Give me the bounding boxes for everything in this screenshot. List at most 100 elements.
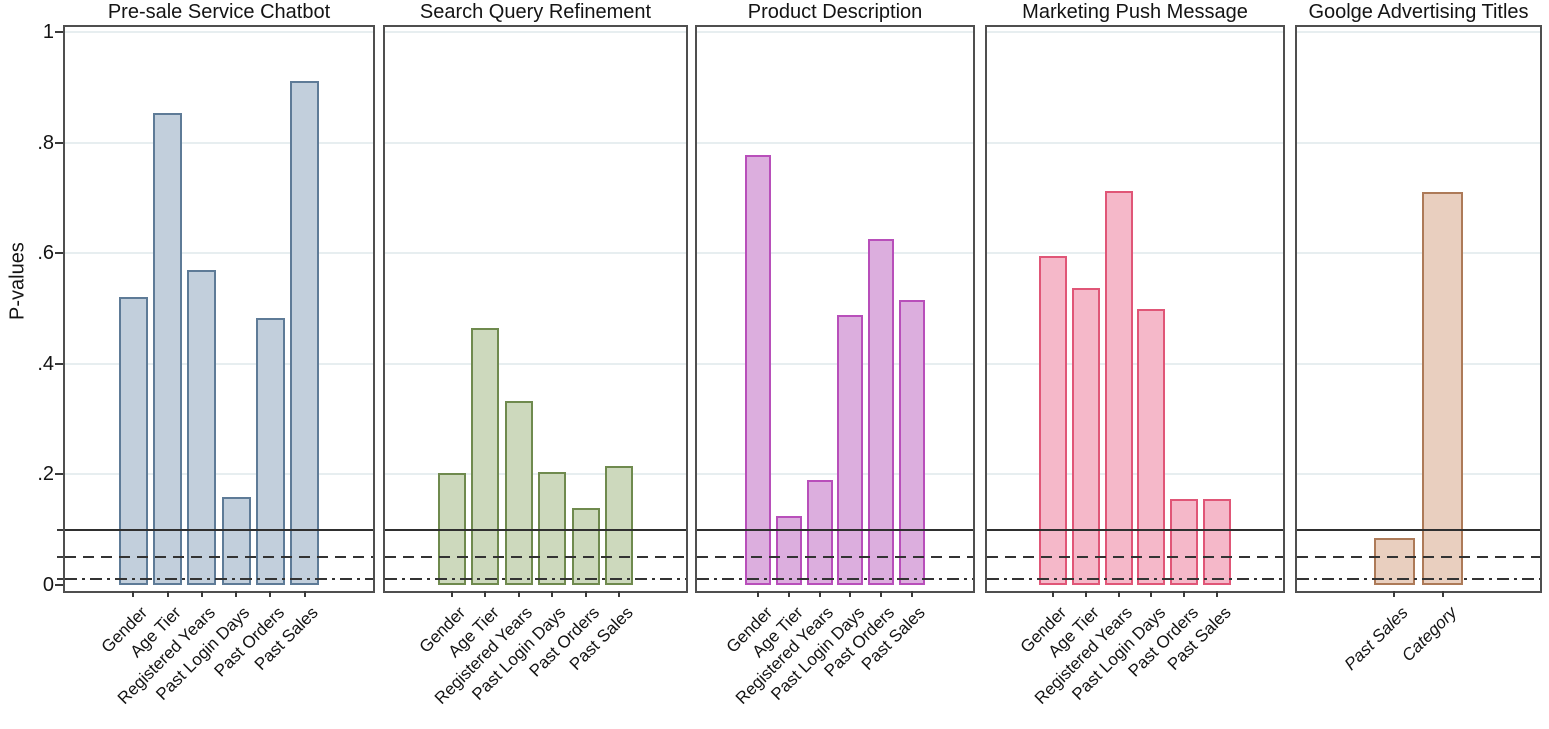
reference-line-0.01 (987, 578, 1283, 581)
x-tick (1441, 591, 1444, 597)
gridline (1297, 473, 1540, 476)
gridline (1297, 362, 1540, 365)
x-tick-label: Past Sales (1340, 603, 1412, 674)
plot-area (987, 31, 1283, 585)
x-tick (484, 591, 487, 597)
bar-category (1422, 192, 1464, 585)
panel-title: Pre-sale Service Chatbot (107, 1, 331, 23)
plot-frame (383, 25, 688, 593)
y-minor-tick (57, 556, 63, 559)
y-tick (55, 362, 63, 365)
x-tick (517, 591, 520, 597)
x-tick (849, 591, 852, 597)
bar-age-tier (471, 327, 500, 585)
gridline (65, 252, 373, 255)
gridline (987, 141, 1283, 144)
x-tick (788, 591, 790, 597)
plot-frame (985, 25, 1285, 593)
panel-title: Product Description (747, 1, 923, 23)
panel-title: Marketing Push Message (1022, 1, 1248, 23)
gridline (385, 473, 686, 476)
reference-line-0.05 (987, 556, 1283, 559)
y-axis-title: P-values (6, 242, 29, 320)
plot-area (65, 31, 373, 585)
x-tick (1117, 591, 1120, 597)
plot-frame (63, 25, 375, 593)
x-tick (200, 591, 203, 597)
reference-line-0.05 (697, 556, 973, 559)
gridline (65, 362, 373, 365)
chart-panel: Product Description Gender Age Tier Registe… (695, 0, 975, 729)
bar-past-orders (1170, 499, 1199, 585)
bar-age-tier (776, 515, 802, 585)
reference-line-0.05 (385, 556, 686, 559)
y-minor-tick (57, 578, 63, 581)
x-tick (1183, 591, 1186, 597)
bar-age-tier (153, 113, 183, 585)
plot-frame (695, 25, 975, 593)
x-tick (584, 591, 587, 597)
reference-line-0.01 (385, 578, 686, 581)
x-tick (618, 591, 621, 597)
gridline (385, 141, 686, 144)
chart-panel: Goolge Advertising Titles Past Sales Categ… (1295, 0, 1542, 729)
bar-past-login-days (1137, 308, 1166, 585)
gridline (987, 31, 1283, 33)
x-tick (269, 591, 272, 597)
x-tick (1051, 591, 1054, 597)
gridline (697, 252, 973, 255)
y-tick-label: .6 (37, 242, 54, 265)
x-tick (450, 591, 453, 597)
plot-frame (1295, 25, 1542, 593)
bar-past-orders (868, 239, 894, 585)
gridline (65, 141, 373, 144)
bar-gender (1038, 255, 1067, 585)
bar-past-login-days (221, 496, 251, 585)
panel-title: Goolge Advertising Titles (1308, 1, 1529, 23)
gridline (1297, 141, 1540, 144)
x-tick (235, 591, 238, 597)
y-tick (55, 252, 63, 255)
bar-past-orders (255, 317, 285, 585)
bar-registered-years (187, 269, 217, 585)
gridline (385, 31, 686, 33)
gridline (697, 141, 973, 144)
y-tick-label: .8 (37, 131, 54, 154)
x-tick (818, 591, 821, 597)
plot-area (385, 31, 686, 585)
gridline (1297, 31, 1540, 33)
gridline (65, 473, 373, 476)
x-tick (757, 591, 760, 597)
gridline (385, 362, 686, 365)
x-tick (166, 591, 169, 597)
x-tick (880, 591, 882, 597)
gridline (1297, 252, 1540, 255)
gridline (987, 473, 1283, 476)
reference-line-0.1 (697, 528, 973, 531)
bar-past-sales (1373, 538, 1415, 585)
y-minor-tick (57, 528, 63, 531)
chart-panel: Search Query Refinement Gender Age Tier Reg… (383, 0, 688, 729)
x-tick (1393, 591, 1396, 597)
bar-past-login-days (837, 315, 864, 585)
reference-line-0.1 (1297, 528, 1540, 531)
reference-line-0.1 (65, 528, 373, 531)
bar-past-sales (898, 300, 925, 585)
x-tick (132, 591, 135, 597)
x-tick (910, 591, 913, 597)
chart-panel: Pre-sale Service Chatbot Gender Age Tier Re… (63, 0, 375, 729)
bar-past-sales (290, 80, 320, 585)
gridline (697, 362, 973, 365)
panel-title: Search Query Refinement (419, 1, 652, 23)
bar-gender (745, 155, 772, 585)
reference-line-0.01 (65, 578, 373, 581)
y-tick-label: .2 (37, 463, 54, 486)
gridline (697, 31, 973, 33)
y-tick-label: 1 (42, 21, 54, 43)
x-tick (551, 591, 554, 597)
x-tick (303, 591, 306, 597)
y-tick (55, 473, 63, 476)
bar-registered-years (806, 479, 833, 585)
bar-age-tier (1071, 287, 1100, 585)
